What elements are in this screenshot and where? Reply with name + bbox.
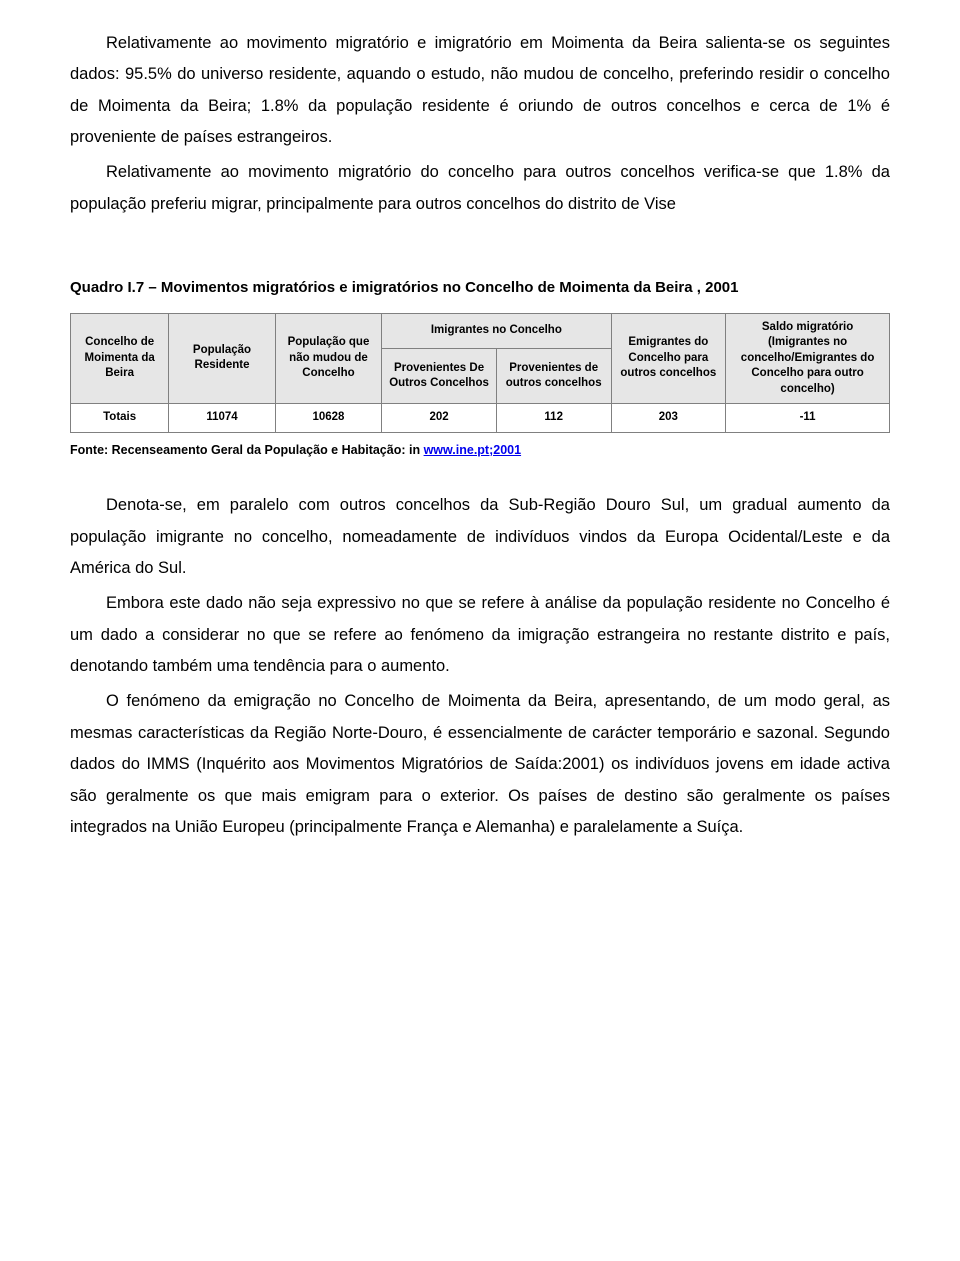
source-prefix: Fonte: Recenseamento Geral da População … <box>70 443 424 457</box>
table-caption: Quadro I.7 – Movimentos migratórios e im… <box>70 274 890 303</box>
cell-prov-2: 112 <box>496 404 611 433</box>
cell-saldo: -11 <box>726 404 890 433</box>
paragraph-2: Relativamente ao movimento migratório do… <box>70 157 890 220</box>
cell-totais-label: Totais <box>71 404 169 433</box>
header-pop-residente: População Residente <box>169 313 275 404</box>
paragraph-1: Relativamente ao movimento migratório e … <box>70 28 890 153</box>
header-concelho: Concelho de Moimenta da Beira <box>71 313 169 404</box>
migration-table: Concelho de Moimenta da Beira População … <box>70 313 890 433</box>
table-row: Totais 11074 10628 202 112 203 -11 <box>71 404 890 433</box>
header-imigrantes: Imigrantes no Concelho <box>382 313 611 349</box>
cell-nao-mudou: 10628 <box>275 404 381 433</box>
paragraph-4: Embora este dado não seja expressivo no … <box>70 588 890 682</box>
cell-prov-1: 202 <box>382 404 497 433</box>
table-source: Fonte: Recenseamento Geral da População … <box>70 439 890 463</box>
header-emigrantes: Emigrantes do Concelho para outros conce… <box>611 313 726 404</box>
header-prov-outros-1: Provenientes De Outros Concelhos <box>382 349 497 404</box>
paragraph-3: Denota-se, em paralelo com outros concel… <box>70 490 890 584</box>
header-prov-outros-2: Provenientes de outros concelhos <box>496 349 611 404</box>
paragraph-5: O fenómeno da emigração no Concelho de M… <box>70 686 890 843</box>
document-page: Relativamente ao movimento migratório e … <box>0 0 960 897</box>
source-link[interactable]: www.ine.pt;2001 <box>424 443 521 457</box>
cell-residente: 11074 <box>169 404 275 433</box>
header-saldo: Saldo migratório (Imigrantes no concelho… <box>726 313 890 404</box>
header-pop-nao-mudou: População que não mudou de Concelho <box>275 313 381 404</box>
table-header-row-1: Concelho de Moimenta da Beira População … <box>71 313 890 349</box>
cell-emigrantes: 203 <box>611 404 726 433</box>
